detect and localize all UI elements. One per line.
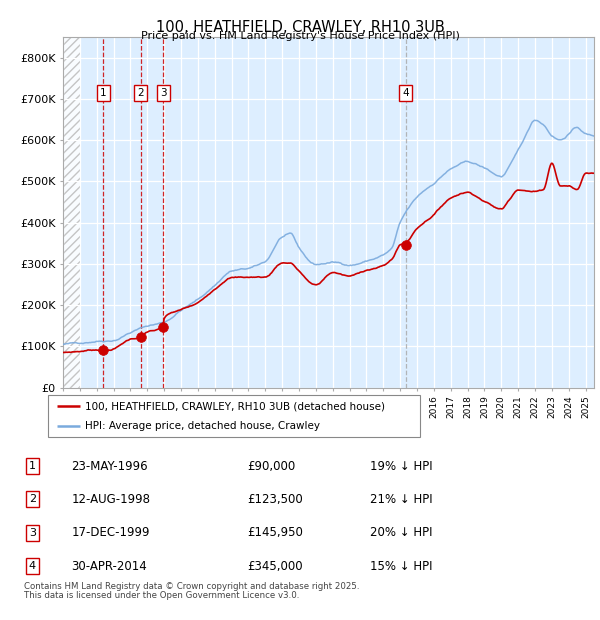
Text: 4: 4	[403, 88, 409, 98]
Text: 12-AUG-1998: 12-AUG-1998	[71, 493, 151, 506]
Text: 19% ↓ HPI: 19% ↓ HPI	[370, 459, 433, 472]
Text: 4: 4	[29, 561, 36, 571]
Text: 23-MAY-1996: 23-MAY-1996	[71, 459, 148, 472]
Text: 21% ↓ HPI: 21% ↓ HPI	[370, 493, 433, 506]
Text: 30-APR-2014: 30-APR-2014	[71, 559, 147, 572]
Text: This data is licensed under the Open Government Licence v3.0.: This data is licensed under the Open Gov…	[24, 591, 299, 601]
Bar	[63, 37, 80, 387]
Text: HPI: Average price, detached house, Crawley: HPI: Average price, detached house, Craw…	[85, 421, 320, 431]
Text: 3: 3	[160, 88, 167, 98]
Text: 1: 1	[29, 461, 36, 471]
Text: £123,500: £123,500	[247, 493, 303, 506]
Text: 1: 1	[100, 88, 107, 98]
Text: 100, HEATHFIELD, CRAWLEY, RH10 3UB: 100, HEATHFIELD, CRAWLEY, RH10 3UB	[155, 20, 445, 35]
Text: 3: 3	[29, 528, 36, 538]
Text: £345,000: £345,000	[247, 559, 303, 572]
Text: 2: 2	[29, 494, 36, 505]
Text: £90,000: £90,000	[247, 459, 295, 472]
Text: 2: 2	[137, 88, 144, 98]
Text: 17-DEC-1999: 17-DEC-1999	[71, 526, 150, 539]
Text: 100, HEATHFIELD, CRAWLEY, RH10 3UB (detached house): 100, HEATHFIELD, CRAWLEY, RH10 3UB (deta…	[85, 401, 385, 411]
Text: Price paid vs. HM Land Registry's House Price Index (HPI): Price paid vs. HM Land Registry's House …	[140, 31, 460, 41]
Text: 15% ↓ HPI: 15% ↓ HPI	[370, 559, 433, 572]
Text: Contains HM Land Registry data © Crown copyright and database right 2025.: Contains HM Land Registry data © Crown c…	[24, 582, 359, 591]
Text: £145,950: £145,950	[247, 526, 303, 539]
Text: 20% ↓ HPI: 20% ↓ HPI	[370, 526, 433, 539]
